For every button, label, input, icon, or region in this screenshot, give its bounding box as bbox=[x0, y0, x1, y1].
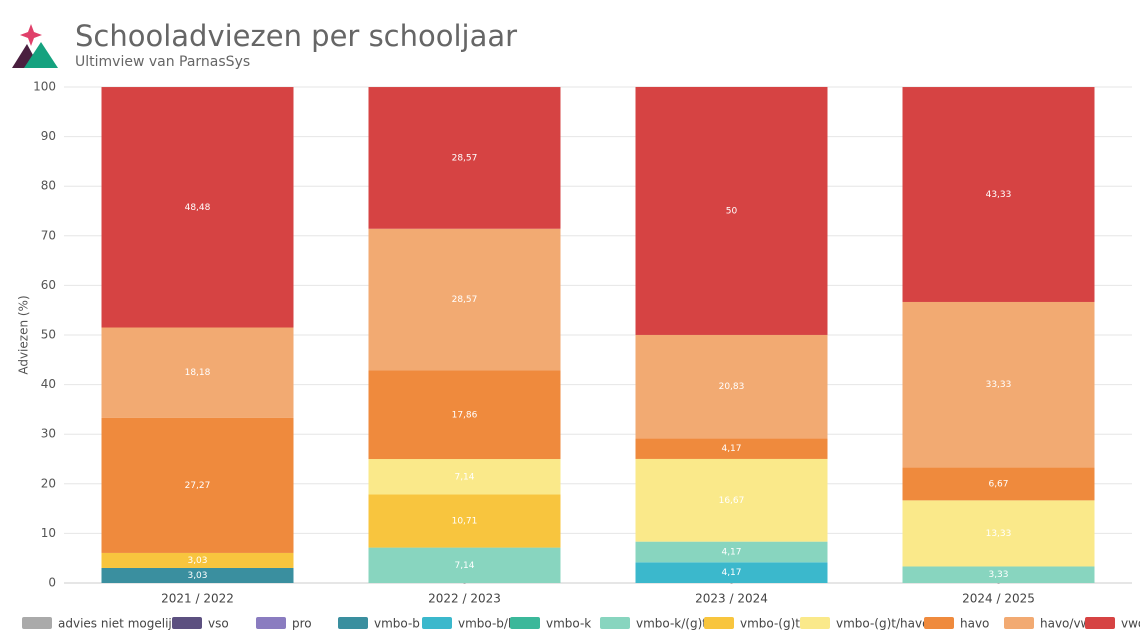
value-label: 18,18 bbox=[185, 368, 211, 378]
bar-segment bbox=[368, 459, 561, 495]
legend-label: vwo bbox=[1121, 617, 1140, 631]
y-axis-label: Adviezen (%) bbox=[17, 295, 31, 374]
y-tick-label: 60 bbox=[41, 278, 56, 292]
legend-label: havo/vwo bbox=[1040, 617, 1098, 631]
bar-segment bbox=[101, 87, 294, 328]
y-tick-label: 10 bbox=[41, 526, 56, 540]
legend-label: vmbo-(g)t bbox=[740, 617, 800, 631]
value-label: 7,14 bbox=[454, 561, 474, 571]
bar-segment bbox=[101, 327, 294, 418]
legend-swatch bbox=[22, 617, 52, 629]
y-tick-label: 70 bbox=[41, 228, 56, 242]
legend-label: vmbo-k bbox=[546, 617, 591, 631]
bar-segment bbox=[635, 334, 828, 439]
y-tick-label: 30 bbox=[41, 427, 56, 441]
bar-segment bbox=[635, 438, 828, 459]
logo bbox=[12, 24, 58, 68]
bar-segment bbox=[101, 417, 294, 553]
value-label: 13,33 bbox=[986, 529, 1012, 539]
bar-segment bbox=[635, 86, 828, 335]
value-label: 6,67 bbox=[988, 479, 1008, 489]
value-label: 20,83 bbox=[719, 382, 745, 392]
legend-swatch bbox=[1085, 617, 1115, 629]
y-tick-label: 100 bbox=[33, 80, 56, 94]
value-label: 3,03 bbox=[187, 556, 207, 566]
bar-segment bbox=[368, 547, 561, 583]
legend-label: pro bbox=[292, 617, 312, 631]
bar-segment bbox=[635, 541, 828, 563]
y-tick-label: 40 bbox=[41, 377, 56, 391]
legend-swatch bbox=[1004, 617, 1034, 629]
bar-segment bbox=[902, 87, 1095, 302]
value-label: 17,86 bbox=[452, 410, 478, 420]
legend-swatch bbox=[256, 617, 286, 629]
y-tick-label: 90 bbox=[41, 129, 56, 143]
value-label: 48,48 bbox=[185, 203, 211, 213]
x-tick-label: 2024 / 2025 bbox=[962, 592, 1035, 606]
y-tick-label: 20 bbox=[41, 476, 56, 490]
legend-swatch bbox=[422, 617, 452, 629]
value-label: 7,14 bbox=[454, 472, 474, 482]
legend-label: vmbo-k/(g)t bbox=[636, 617, 707, 631]
value-label: 4,17 bbox=[721, 568, 741, 578]
value-label: 50 bbox=[726, 206, 738, 216]
value-label: 3,03 bbox=[187, 571, 207, 581]
bar-segment bbox=[902, 467, 1095, 501]
bar-segment bbox=[368, 228, 561, 371]
legend-label: advies niet mogelijk bbox=[58, 617, 179, 631]
x-tick-label: 2021 / 2022 bbox=[161, 592, 234, 606]
chart-title: Schooladviezen per schooljaar bbox=[75, 19, 517, 53]
legend-swatch bbox=[338, 617, 368, 629]
legend-label: vso bbox=[208, 617, 229, 631]
bar-segment bbox=[368, 370, 561, 460]
legend-swatch bbox=[924, 617, 954, 629]
legend-swatch bbox=[800, 617, 830, 629]
legend-label: havo bbox=[960, 617, 989, 631]
value-label: 4,17 bbox=[721, 444, 741, 454]
value-label: 28,57 bbox=[452, 295, 478, 305]
x-tick-label: 2022 / 2023 bbox=[428, 592, 501, 606]
bar-segment bbox=[101, 567, 294, 583]
y-tick-label: 50 bbox=[41, 328, 56, 342]
y-tick-label: 80 bbox=[41, 179, 56, 193]
x-tick-label: 2023 / 2024 bbox=[695, 592, 768, 606]
legend-label: vmbo-b/k bbox=[458, 617, 515, 631]
bar-segment bbox=[635, 458, 828, 542]
value-label: 43,33 bbox=[986, 190, 1012, 200]
bar-segment bbox=[902, 301, 1095, 468]
bar-segment bbox=[635, 562, 828, 583]
bar-segment bbox=[902, 500, 1095, 567]
value-label: 27,27 bbox=[185, 481, 211, 491]
bar-segment bbox=[368, 87, 561, 229]
value-label: 10,71 bbox=[452, 517, 478, 527]
value-label: 4,17 bbox=[721, 547, 741, 557]
bar-segment bbox=[101, 552, 294, 568]
value-label: 28,57 bbox=[452, 153, 478, 163]
y-tick-label: 0 bbox=[48, 576, 56, 590]
legend-swatch bbox=[172, 617, 202, 629]
legend-label: vmbo-b bbox=[374, 617, 420, 631]
bar-segment bbox=[902, 566, 1095, 583]
legend-swatch bbox=[704, 617, 734, 629]
value-label: 16,67 bbox=[719, 496, 745, 506]
legend-swatch bbox=[600, 617, 630, 629]
legend-label: vmbo-(g)t/havo bbox=[836, 617, 929, 631]
legend-swatch bbox=[510, 617, 540, 629]
bar-segment bbox=[368, 494, 561, 548]
value-label: 33,33 bbox=[986, 380, 1012, 390]
chart-subtitle: Ultimview van ParnasSys bbox=[75, 54, 250, 70]
value-label: 3,33 bbox=[988, 570, 1008, 580]
